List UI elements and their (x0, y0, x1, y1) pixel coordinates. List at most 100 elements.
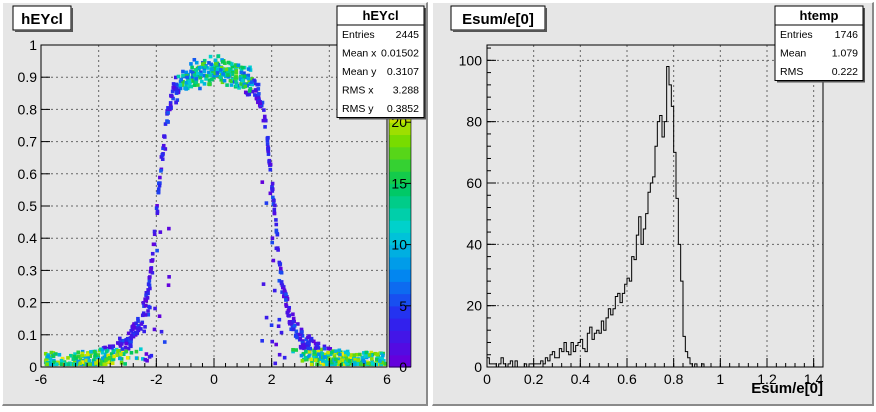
heatmap-cell (345, 349, 350, 354)
right-stats-name: htemp (800, 8, 839, 23)
heatmap-cell (322, 352, 327, 357)
x-tick-label: 0 (210, 371, 218, 387)
heatmap-cell (140, 313, 145, 318)
y-tick-label: 20 (466, 298, 482, 314)
heatmap-cell (206, 66, 210, 70)
histogram-line (486, 65, 711, 368)
heatmap-cell (72, 362, 77, 367)
heatmap-cell (319, 359, 323, 363)
heatmap-cell (192, 57, 197, 62)
heatmap-cell (143, 357, 148, 362)
heatmap-cell (56, 360, 60, 365)
heatmap-cell (118, 344, 123, 348)
heatmap-cell (144, 293, 148, 298)
heatmap-cell (326, 350, 330, 355)
heatmap-cell (312, 350, 317, 355)
heatmap-cell (353, 360, 357, 365)
heatmap-cell (179, 77, 183, 82)
palette-tick-label: 5 (399, 298, 407, 314)
heatmap-cell (96, 359, 100, 363)
heatmap-cell (263, 125, 267, 129)
heatmap-cell (343, 350, 347, 355)
heatmap-cell (234, 83, 239, 88)
right-title-box: Esum/e[0] (450, 5, 547, 32)
heatmap-cell (234, 75, 238, 80)
y-tick-label: 100 (459, 52, 483, 68)
heatmap-cell (257, 99, 262, 104)
heatmap-cell (265, 142, 270, 146)
heatmap-cell (298, 332, 302, 337)
heatmap-cell (215, 73, 219, 77)
heatmap-cell (144, 303, 148, 308)
heatmap-cell (190, 75, 195, 79)
heatmap-cell (158, 175, 162, 180)
heatmap-cell (166, 106, 170, 110)
heatmap-cell (239, 65, 243, 70)
heatmap-cell (109, 352, 114, 356)
heatmap-cell (202, 82, 207, 86)
palette-tick-label: 0 (399, 359, 407, 375)
right-stats-value: 0.222 (832, 66, 858, 78)
heatmap-cell (150, 251, 155, 256)
palette-segment (389, 305, 411, 319)
heatmap-cell (203, 65, 207, 69)
heatmap-cell (119, 360, 124, 365)
heatmap-cell (228, 78, 233, 83)
heatmap-cell (307, 354, 311, 359)
heatmap-cell (134, 321, 138, 326)
heatmap-cell (183, 86, 187, 90)
heatmap-cell (284, 302, 288, 307)
heatmap-cell (126, 331, 131, 336)
heatmap-cell (116, 341, 120, 345)
heatmap-cell (330, 359, 334, 364)
hEYcl-plot: -6 -4 -2 0 2 4 600.10.20.30.40.50.60.70.80.91 … (12, 5, 426, 387)
heatmap-cell (170, 89, 175, 94)
heatmap-cell (155, 204, 159, 208)
heatmap-cell (66, 362, 71, 367)
heatmap-cell (136, 319, 140, 323)
heatmap-cell (271, 258, 276, 263)
heatmap-cell (296, 322, 300, 326)
heatmap-cell (110, 345, 114, 350)
heatmap-cell (352, 353, 357, 357)
heatmap-cell (381, 353, 385, 358)
heatmap-cell (250, 82, 255, 87)
heatmap-cell (299, 353, 304, 358)
heatmap-cell (271, 195, 275, 200)
heatmap-cell (189, 62, 193, 66)
heatmap-cell (207, 78, 212, 82)
left-title-box: hEYcl (12, 5, 73, 32)
heatmap-cell (234, 81, 239, 86)
heatmap-cell (241, 65, 245, 70)
x-tick-label: -6 (35, 371, 48, 387)
heatmap-cell (91, 358, 96, 363)
right-plot-frame (486, 44, 824, 368)
palette-segment (389, 281, 411, 295)
heatmap-cell (129, 333, 134, 338)
heatmap-cell (234, 69, 239, 73)
heatmap-cell (143, 313, 148, 317)
heatmap-cell (334, 349, 338, 353)
heatmap-cell (256, 87, 261, 91)
heatmap-cell (166, 110, 170, 115)
heatmap-cell (187, 76, 192, 80)
heatmap-cell (171, 96, 175, 101)
heatmap-cell (283, 289, 287, 294)
heatmap-cell (52, 360, 56, 365)
heatmap-cell (264, 315, 269, 320)
heatmap-cell (326, 346, 331, 351)
heatmap-cell (78, 361, 83, 366)
heatmap-cell (120, 338, 125, 343)
heatmap-cell (300, 343, 305, 347)
right-stats-box: htemp Entries 1746 Mean 1.079 RMS 0.222 (774, 5, 865, 83)
heatmap-cell (242, 71, 246, 76)
heatmap-cell (207, 82, 211, 86)
heatmap-cell (171, 85, 176, 90)
y-tick-label: 0.6 (18, 166, 38, 182)
heatmap-cell (110, 361, 115, 365)
heatmap-cell (352, 355, 357, 360)
heatmap-cell (148, 275, 152, 279)
heatmap-cell (202, 69, 207, 74)
heatmap-cell (106, 353, 111, 358)
heatmap-cell (159, 155, 164, 159)
